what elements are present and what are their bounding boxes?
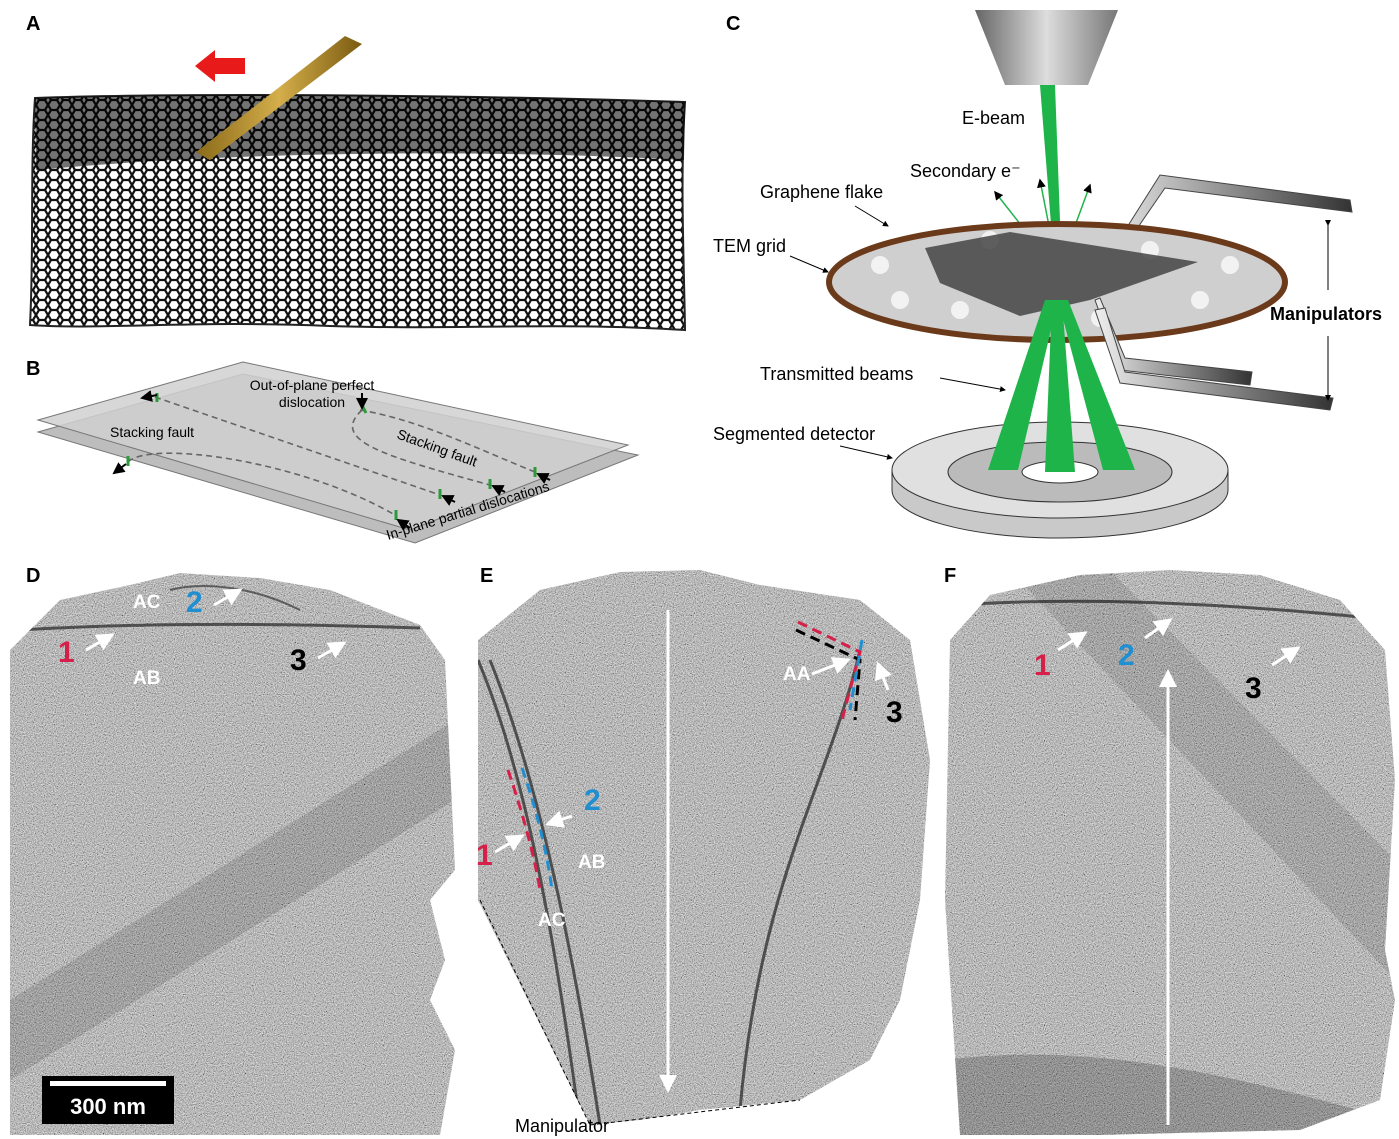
- scale-bar: [50, 1081, 166, 1086]
- leader: [790, 256, 828, 272]
- annotation: Transmitted beams: [760, 364, 913, 384]
- annotation: Manipulator: [515, 1116, 609, 1136]
- leader: [855, 206, 888, 226]
- panel-label: E: [480, 565, 493, 587]
- annotation: Stacking fault: [110, 424, 194, 440]
- marker: 3: [886, 696, 903, 729]
- panel-e: E AA AB AC 1 2 3 Manipulator: [470, 560, 940, 1136]
- annotation: E-beam: [962, 108, 1025, 128]
- marker: 2: [186, 586, 203, 619]
- panel-label: F: [944, 565, 956, 587]
- annotation: TEM grid: [713, 236, 786, 256]
- red-arrow: [195, 50, 245, 82]
- panel-c: C E-beam Secondary e⁻ Graphene flake TEM…: [713, 10, 1382, 538]
- panel-label: C: [726, 13, 740, 35]
- marker: 3: [290, 644, 307, 677]
- lens: [975, 10, 1118, 85]
- shape-circle: [871, 256, 889, 274]
- page: Graphene dislocation figure {"panel_a":{…: [0, 0, 1399, 1139]
- panel-b: B Out-of-plane perfect dislocation Stack…: [26, 358, 638, 543]
- region-label: AB: [578, 852, 605, 873]
- shape-circle: [891, 291, 909, 309]
- shape-rect: [470, 560, 940, 1130]
- shape-circle: [951, 301, 969, 319]
- leader: [940, 378, 1005, 390]
- panel-f: F 1 2 3: [940, 560, 1399, 1139]
- region-label: AA: [783, 664, 811, 685]
- panel-label: B: [26, 358, 40, 380]
- panel-label: A: [26, 13, 40, 35]
- marker: 1: [476, 839, 493, 872]
- annotation: dislocation: [279, 394, 345, 410]
- marker: 1: [1034, 649, 1051, 682]
- body: A B Out-of-plane perfect dislocation Sta…: [0, 0, 1399, 1139]
- scale-bar-label: 300 nm: [70, 1094, 146, 1119]
- marker: 2: [584, 784, 601, 817]
- region-label: AC: [133, 592, 161, 613]
- region-label: AC: [538, 910, 566, 931]
- annotation: Secondary e⁻: [910, 161, 1021, 181]
- annotation: Graphene flake: [760, 182, 883, 202]
- marker: 1: [58, 636, 75, 669]
- micrograph: [470, 560, 940, 1130]
- figure: A B Out-of-plane perfect dislocation Sta…: [0, 0, 1399, 1139]
- panel-a: A: [26, 13, 685, 330]
- panel-label: D: [26, 565, 40, 587]
- annotation: Segmented detector: [713, 424, 875, 444]
- shape-circle: [1221, 256, 1239, 274]
- marker: 3: [1245, 672, 1262, 705]
- marker: 2: [1118, 639, 1135, 672]
- region-label: AB: [133, 668, 160, 689]
- leader: [840, 446, 892, 458]
- annotation: Manipulators: [1270, 304, 1382, 324]
- shape-circle: [1191, 291, 1209, 309]
- shape-line: [114, 464, 126, 473]
- panel-d: D AC AB 1 2 3 300 nm: [0, 560, 460, 1139]
- annotation: Out-of-plane perfect: [250, 377, 375, 393]
